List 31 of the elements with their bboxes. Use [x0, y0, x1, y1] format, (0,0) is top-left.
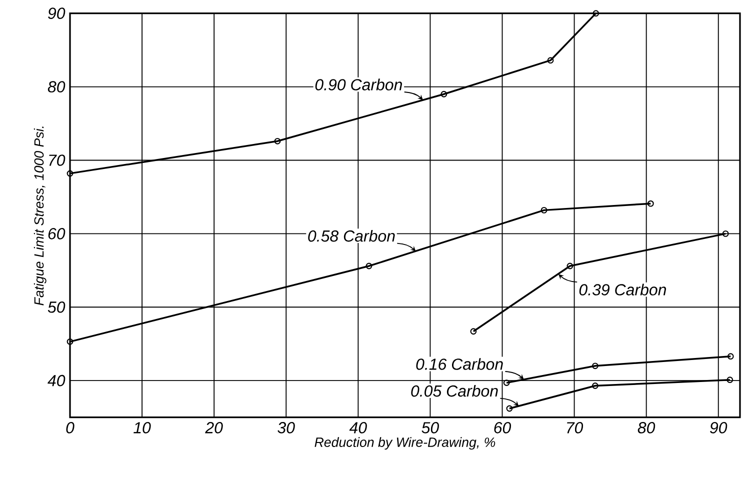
y-axis-title: Fatigue Limit Stress, 1000 Psi.: [34, 126, 46, 306]
x-tick-label: 90: [710, 422, 728, 434]
point: [366, 262, 372, 270]
point: [547, 57, 554, 64]
annotation: 0.16 Carbon: [416, 358, 503, 370]
x-tick-label: 20: [205, 422, 223, 434]
y-tick-label: 80: [48, 81, 66, 92]
y-tick-label: 50: [48, 301, 66, 313]
annotation: 0.90 Carbon: [315, 78, 402, 90]
x-tick-label: 40: [349, 422, 367, 434]
annotation: 0.39 Carbon: [579, 284, 666, 296]
annotation: 0.58 Carbon: [308, 230, 395, 242]
point: [592, 382, 598, 389]
x-tick-label: 30: [278, 422, 295, 434]
x-tick-label: 70: [567, 422, 584, 434]
x-tick-label: 50: [422, 422, 439, 434]
y-tick-label: 40: [48, 374, 66, 386]
y-tick-label: 70: [49, 154, 66, 166]
y-tick-label: 60: [48, 228, 66, 240]
x-tick-label: 0: [66, 422, 74, 434]
y-tick-label: 90: [48, 8, 66, 19]
x-tick-label: 80: [638, 422, 656, 434]
point: [566, 262, 574, 270]
point: [540, 206, 548, 214]
x-tick-label: 60: [494, 422, 512, 434]
x-axis-title: Reduction by Wire-Drawing, %: [314, 437, 496, 450]
point: [274, 138, 281, 144]
point: [592, 362, 598, 370]
x-tick-label: 10: [134, 422, 151, 434]
point: [440, 90, 448, 98]
annotation: 0.05 Carbon: [411, 384, 498, 397]
